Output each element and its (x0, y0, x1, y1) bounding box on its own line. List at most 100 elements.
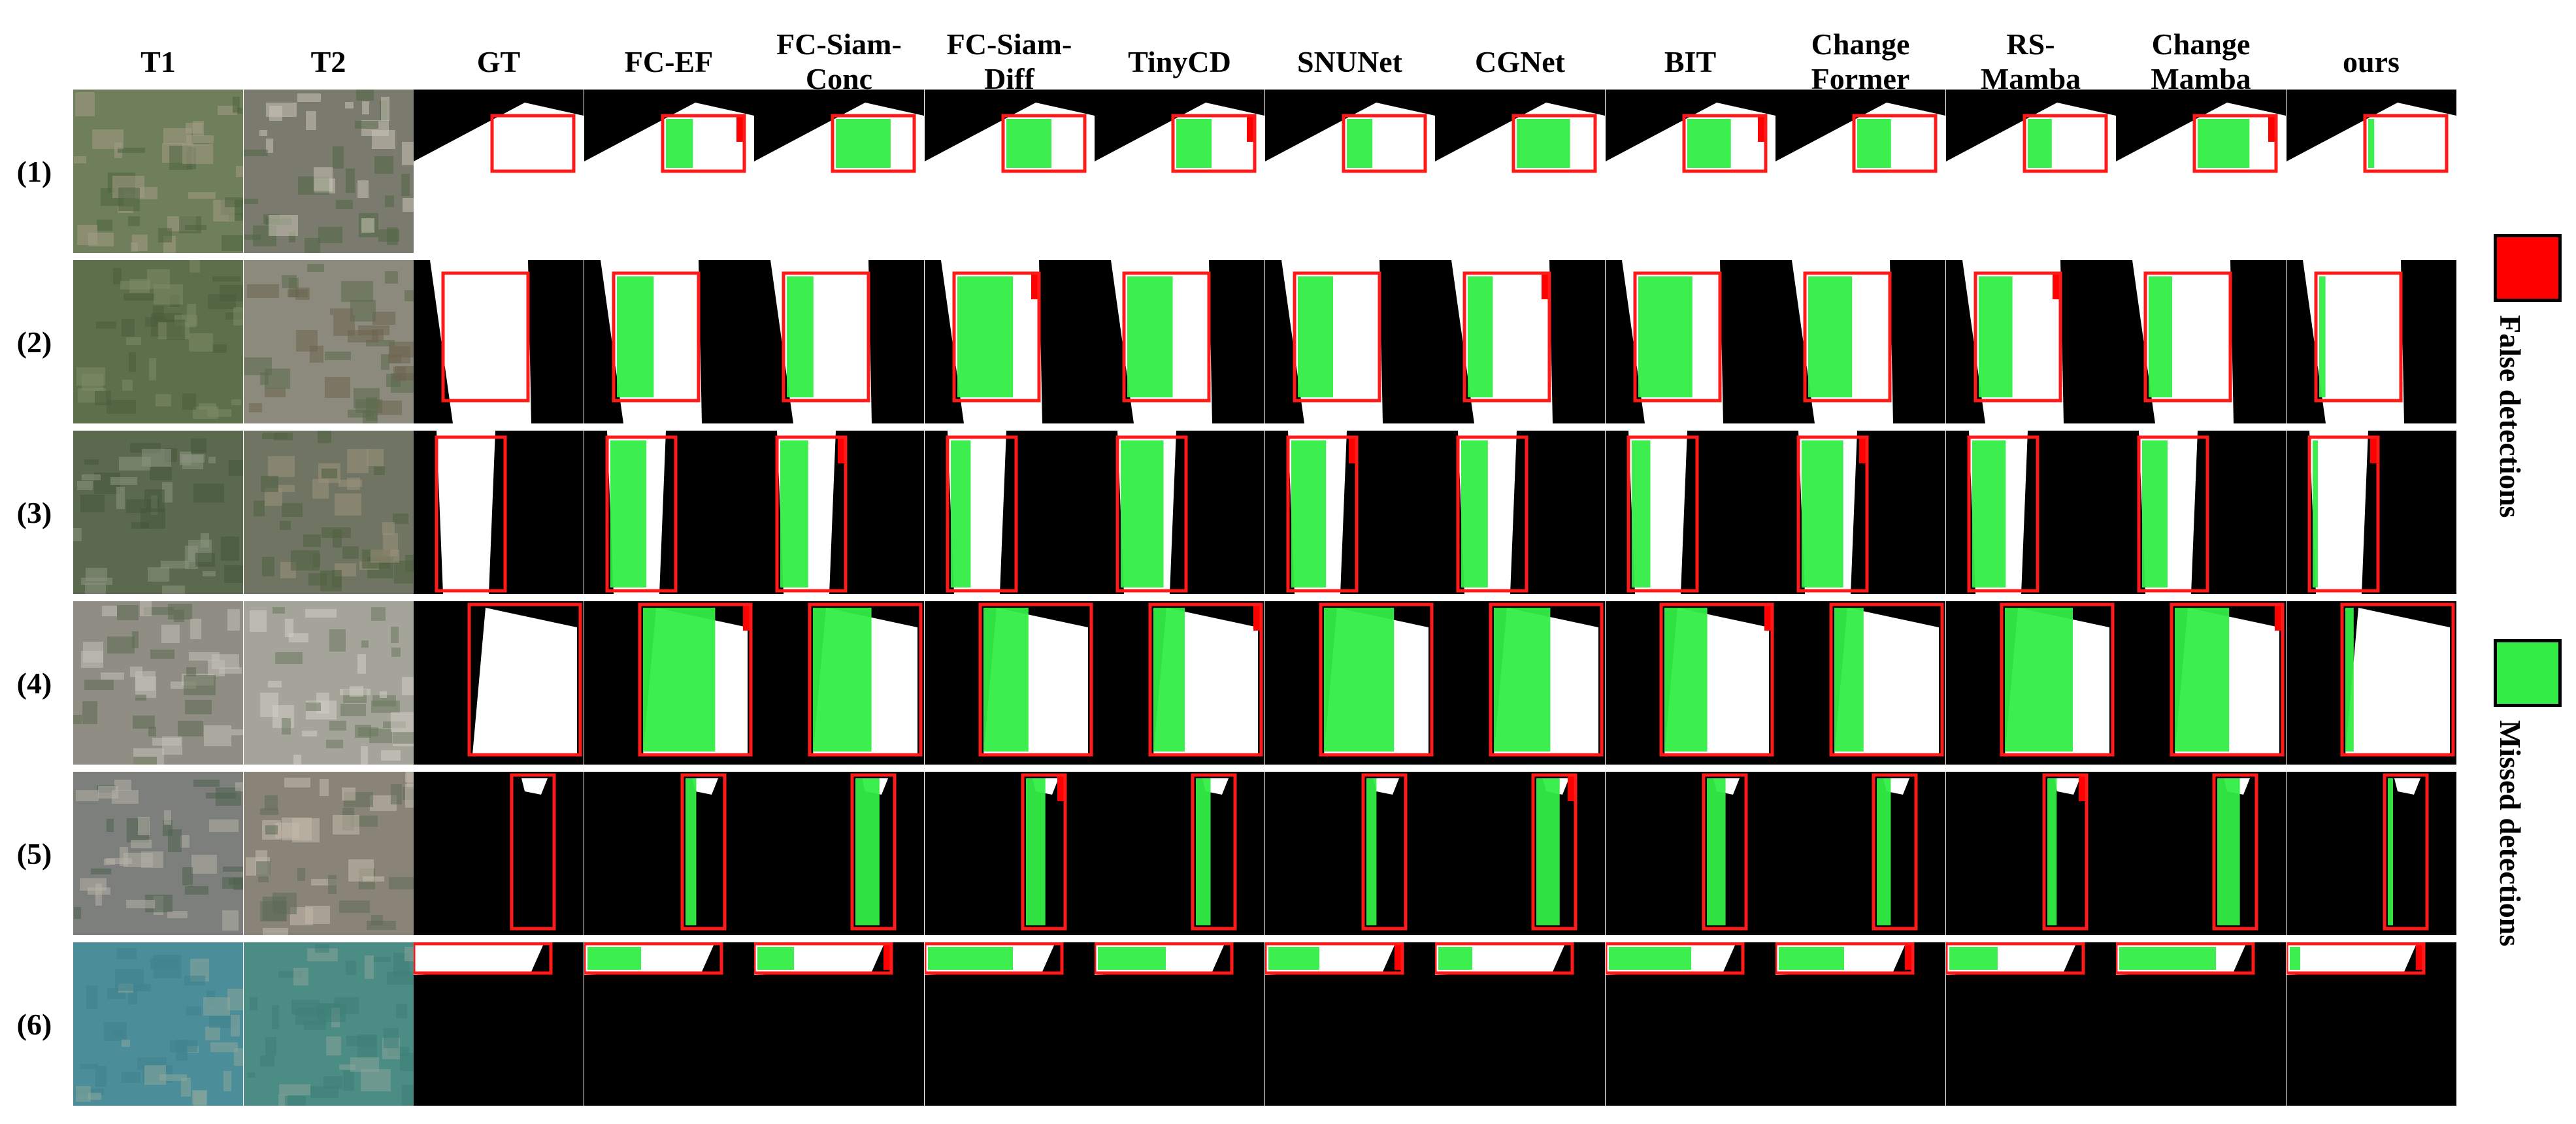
column-header: FC-Siam- Diff (946, 27, 1072, 95)
change-map (2286, 90, 2456, 253)
change-map (754, 601, 924, 765)
column-header: Change Former (1811, 27, 1910, 95)
change-map (754, 260, 924, 423)
change-map (754, 431, 924, 594)
change-map (1775, 431, 1945, 594)
result-tile (1095, 260, 1264, 423)
aerial-image (243, 772, 414, 935)
change-map (1095, 942, 1264, 1106)
change-map (1435, 772, 1605, 935)
change-map (754, 772, 924, 935)
change-map (1605, 260, 1775, 423)
row-label: (1) (16, 154, 52, 188)
change-map (2286, 601, 2456, 765)
result-tile (1264, 431, 1435, 594)
change-map (2286, 772, 2456, 935)
column-header: BIT (1664, 44, 1717, 78)
row-label: (6) (16, 1007, 52, 1041)
result-tile (1945, 90, 2116, 253)
result-tile (1775, 601, 1945, 765)
result-tile (2286, 260, 2456, 423)
column-header: TinyCD (1128, 44, 1231, 78)
change-map (1945, 601, 2116, 765)
change-map (414, 431, 584, 594)
change-map (1775, 772, 1945, 935)
change-map (924, 431, 1095, 594)
change-map (1945, 90, 2116, 253)
result-tile (1264, 772, 1435, 935)
result-tile (243, 431, 414, 594)
change-map (1264, 772, 1435, 935)
change-map (1095, 431, 1264, 594)
result-tile (1095, 601, 1264, 765)
change-map (924, 90, 1095, 253)
row-label: (2) (16, 325, 52, 359)
result-tile (2286, 942, 2456, 1106)
change-map (414, 772, 584, 935)
result-tile (1775, 942, 1945, 1106)
change-map (1435, 431, 1605, 594)
result-tile (73, 772, 243, 935)
result-tile (754, 431, 924, 594)
change-map (1945, 942, 2116, 1106)
column-header: T2 (310, 44, 346, 78)
result-tile (1605, 601, 1775, 765)
change-map (2116, 431, 2286, 594)
change-map (584, 260, 754, 423)
result-tile (1435, 431, 1605, 594)
result-tile (1435, 260, 1605, 423)
change-map (2286, 431, 2456, 594)
change-map (1605, 772, 1775, 935)
change-map (2116, 772, 2286, 935)
result-tile (414, 431, 584, 594)
row-label: (4) (16, 666, 52, 700)
change-map (2116, 260, 2286, 423)
change-map (584, 90, 754, 253)
result-tile (924, 260, 1095, 423)
result-tile (924, 90, 1095, 253)
change-map (1945, 260, 2116, 423)
change-map (1264, 601, 1435, 765)
result-tile (924, 601, 1095, 765)
change-map (924, 772, 1095, 935)
result-tile (73, 601, 243, 765)
result-tile (1264, 942, 1435, 1106)
change-map (1264, 431, 1435, 594)
result-tile (1095, 772, 1264, 935)
change-map (1095, 601, 1264, 765)
change-map (414, 601, 584, 765)
result-tile (2286, 431, 2456, 594)
change-map (1775, 90, 1945, 253)
result-tile (2116, 431, 2286, 594)
change-map (414, 942, 584, 1106)
result-tile (1775, 431, 1945, 594)
result-tile (2286, 601, 2456, 765)
result-tile (1945, 942, 2116, 1106)
result-tile (2116, 90, 2286, 253)
result-tile (414, 942, 584, 1106)
result-tile (73, 431, 243, 594)
result-tile (924, 942, 1095, 1106)
result-tile (414, 90, 584, 253)
column-header: T1 (140, 44, 176, 78)
change-map (1605, 431, 1775, 594)
change-map (584, 942, 754, 1106)
change-map (1435, 601, 1605, 765)
change-map (1264, 942, 1435, 1106)
change-map (754, 90, 924, 253)
result-tile (584, 431, 754, 594)
result-tile (2116, 942, 2286, 1106)
change-map (2286, 260, 2456, 423)
change-map (2116, 90, 2286, 253)
change-map (1095, 772, 1264, 935)
result-tile (754, 942, 924, 1106)
aerial-image (73, 431, 243, 594)
aerial-image (243, 431, 414, 594)
result-tile (1435, 601, 1605, 765)
change-map (1264, 90, 1435, 253)
change-map (1775, 260, 1945, 423)
row-label: (3) (16, 495, 52, 529)
aerial-image (243, 90, 414, 253)
change-map (1605, 942, 1775, 1106)
change-map (2116, 942, 2286, 1106)
